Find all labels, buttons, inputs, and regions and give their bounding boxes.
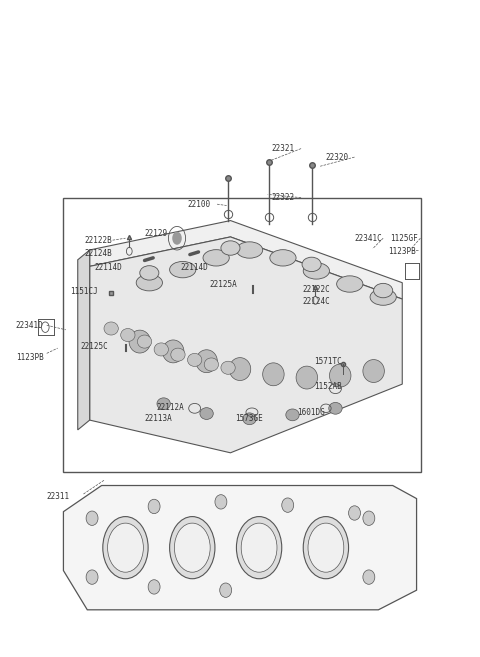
Ellipse shape — [302, 257, 321, 271]
Ellipse shape — [303, 516, 348, 579]
Polygon shape — [78, 250, 90, 430]
Ellipse shape — [188, 353, 202, 367]
Ellipse shape — [215, 495, 227, 509]
Text: 22124B: 22124B — [85, 249, 113, 258]
Text: 1571TC: 1571TC — [314, 357, 342, 366]
Polygon shape — [90, 237, 402, 453]
Ellipse shape — [308, 523, 344, 572]
Ellipse shape — [86, 511, 98, 526]
Ellipse shape — [171, 348, 185, 361]
Ellipse shape — [174, 523, 210, 572]
Text: 22114D: 22114D — [180, 263, 208, 271]
Ellipse shape — [370, 289, 396, 306]
Text: 22321: 22321 — [271, 144, 294, 153]
Text: 22113A: 22113A — [144, 414, 172, 422]
Circle shape — [172, 232, 182, 245]
Ellipse shape — [220, 583, 232, 597]
Ellipse shape — [243, 413, 256, 424]
Polygon shape — [90, 221, 402, 299]
Text: 1151CJ: 1151CJ — [71, 286, 98, 296]
Text: 22114D: 22114D — [95, 263, 122, 271]
Text: 22125A: 22125A — [209, 279, 237, 288]
Ellipse shape — [221, 361, 235, 374]
Ellipse shape — [336, 276, 363, 292]
Ellipse shape — [86, 570, 98, 584]
Text: 22129: 22129 — [144, 229, 168, 238]
Ellipse shape — [169, 516, 215, 579]
Ellipse shape — [221, 241, 240, 255]
Ellipse shape — [270, 250, 296, 266]
Text: 22100: 22100 — [188, 200, 211, 209]
Ellipse shape — [103, 516, 148, 579]
Ellipse shape — [329, 403, 342, 414]
Ellipse shape — [296, 366, 318, 389]
Ellipse shape — [196, 350, 217, 373]
Text: 22122C: 22122C — [302, 284, 330, 294]
Text: 22124C: 22124C — [302, 296, 330, 306]
Ellipse shape — [157, 398, 170, 409]
Ellipse shape — [237, 242, 263, 258]
Text: 1123PB: 1123PB — [388, 247, 416, 256]
Ellipse shape — [229, 357, 251, 380]
Ellipse shape — [104, 322, 118, 335]
Text: 22322: 22322 — [271, 193, 294, 202]
Ellipse shape — [363, 511, 375, 526]
Ellipse shape — [162, 340, 184, 363]
Ellipse shape — [363, 570, 375, 584]
Ellipse shape — [140, 265, 159, 280]
Ellipse shape — [303, 263, 329, 279]
Text: 22341D: 22341D — [16, 321, 44, 330]
Ellipse shape — [120, 328, 135, 342]
Ellipse shape — [108, 523, 144, 572]
Ellipse shape — [282, 498, 294, 512]
Ellipse shape — [129, 330, 151, 353]
Ellipse shape — [373, 283, 393, 298]
Ellipse shape — [348, 506, 360, 520]
Ellipse shape — [237, 516, 282, 579]
Text: 1125GF: 1125GF — [390, 234, 418, 242]
Ellipse shape — [363, 359, 384, 382]
Text: 22341C: 22341C — [355, 234, 382, 242]
Ellipse shape — [204, 358, 218, 371]
Ellipse shape — [241, 523, 277, 572]
Text: 1601DG: 1601DG — [297, 408, 325, 417]
Ellipse shape — [263, 363, 284, 386]
Ellipse shape — [286, 409, 299, 420]
Text: 1573GE: 1573GE — [235, 414, 263, 422]
Text: 22311: 22311 — [47, 492, 70, 501]
Text: 22320: 22320 — [326, 152, 349, 162]
Ellipse shape — [136, 275, 162, 291]
Text: 1123PB: 1123PB — [16, 353, 44, 363]
Ellipse shape — [154, 343, 168, 356]
Polygon shape — [63, 486, 417, 610]
Ellipse shape — [148, 579, 160, 594]
Text: 22112A: 22112A — [156, 403, 184, 411]
Ellipse shape — [169, 261, 196, 278]
Ellipse shape — [329, 364, 351, 387]
Ellipse shape — [148, 499, 160, 514]
Ellipse shape — [203, 250, 229, 266]
Text: 1152AB: 1152AB — [314, 382, 342, 390]
Ellipse shape — [200, 407, 213, 419]
Ellipse shape — [137, 335, 152, 348]
Text: 22122B: 22122B — [85, 236, 113, 244]
Text: 22125C: 22125C — [80, 342, 108, 351]
